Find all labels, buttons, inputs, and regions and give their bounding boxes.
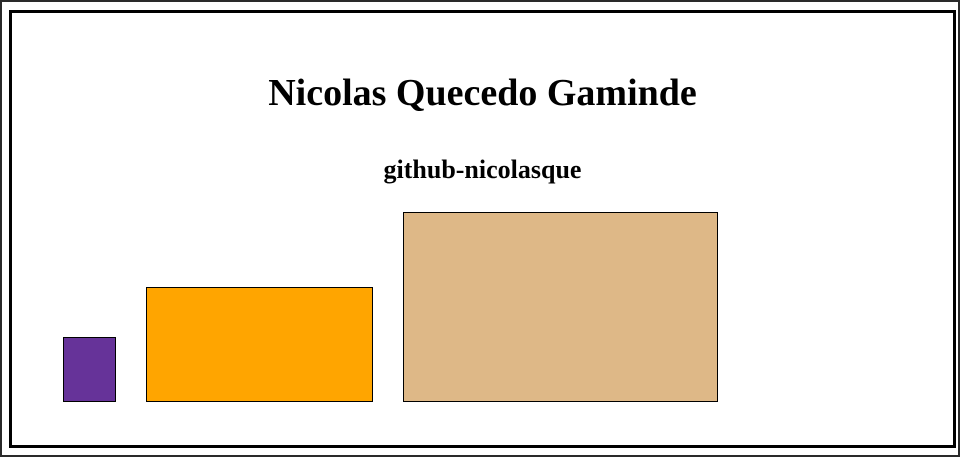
page-subtitle: github-nicolasque [383, 155, 582, 184]
purple-block [63, 337, 116, 402]
content-frame: Nicolas Quecedo Gaminde github-nicolasqu… [9, 10, 956, 448]
page-title: Nicolas Quecedo Gaminde [268, 72, 697, 114]
tan-block [403, 212, 718, 402]
orange-block [146, 287, 373, 402]
